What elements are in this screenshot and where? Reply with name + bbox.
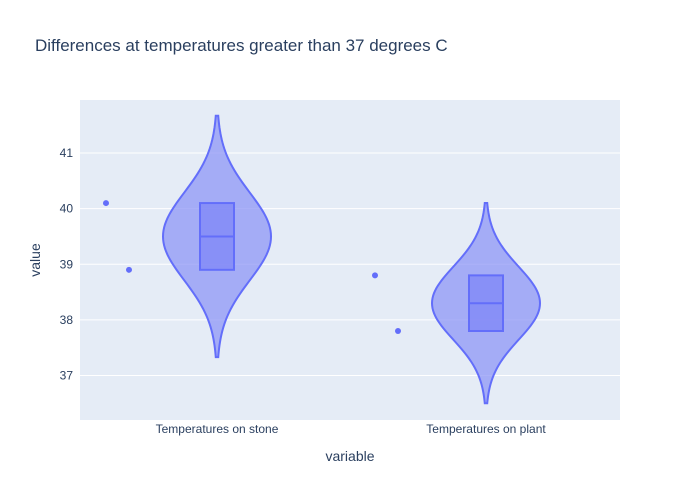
data-point [126,266,132,273]
y-tick-label: 38 [60,313,74,327]
x-tick-label: Temperatures on plant [426,422,546,436]
y-tick-label: 41 [60,146,74,160]
y-tick-label: 37 [60,369,74,383]
chart-title: Differences at temperatures greater than… [35,36,448,55]
y-tick-label: 39 [60,257,74,271]
data-point [372,272,378,279]
data-point [395,328,401,334]
x-tick-labels: Temperatures on stone Temperatures on pl… [156,422,547,436]
y-tick-label: 40 [60,202,74,216]
data-point [103,200,109,207]
y-axis-title: value [27,243,43,277]
x-tick-label: Temperatures on stone [156,422,279,436]
x-axis-title: variable [325,448,374,464]
violins [103,114,542,405]
plot-area [80,100,620,420]
y-tick-labels: 37 38 39 40 41 [60,146,74,383]
